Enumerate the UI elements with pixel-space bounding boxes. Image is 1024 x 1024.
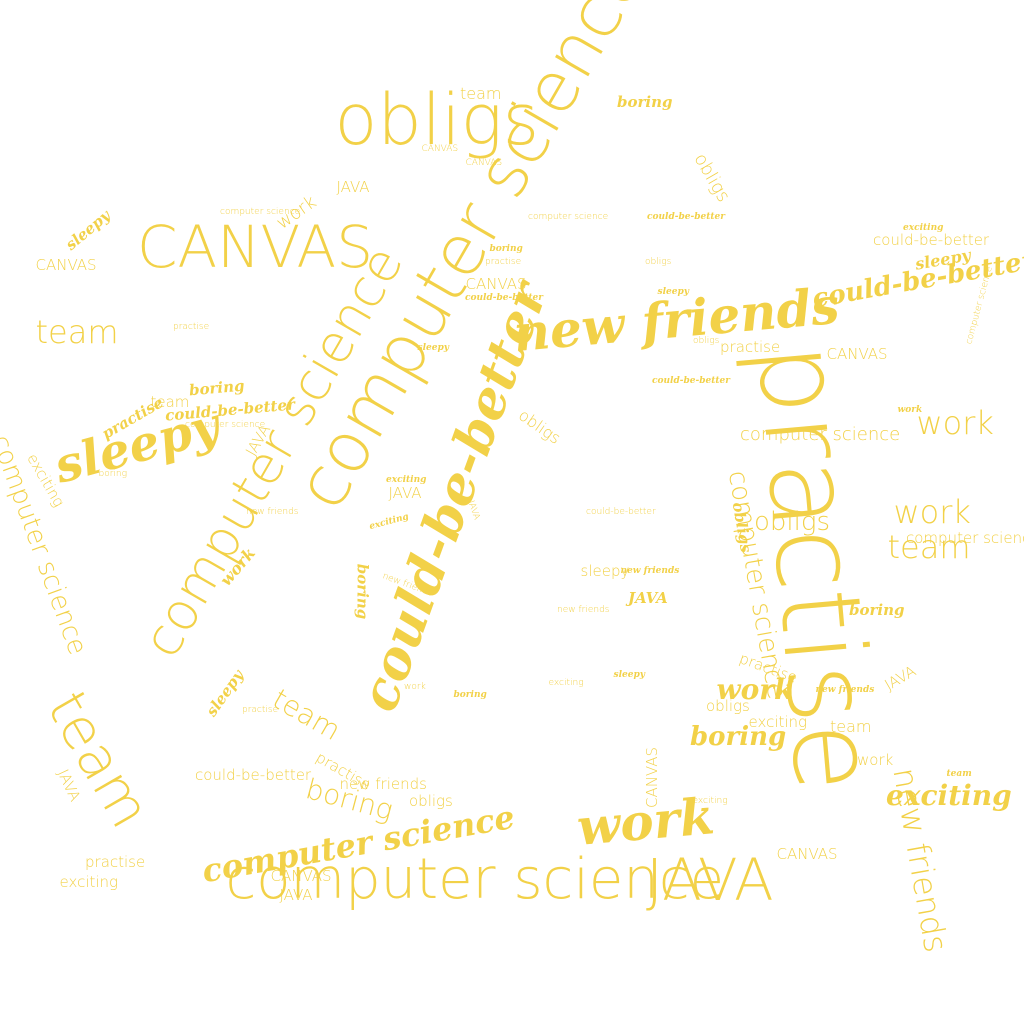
word-computer-science: computer science: [220, 206, 301, 217]
word-practise: practise: [242, 704, 279, 715]
word-boring: boring: [617, 92, 673, 111]
word-exciting: exciting: [692, 795, 728, 806]
word-team: team: [266, 682, 346, 748]
word-obligs: obligs: [514, 405, 564, 448]
word-exciting: exciting: [548, 677, 584, 688]
word-obligs: obligs: [706, 696, 750, 715]
word-exciting: exciting: [368, 511, 410, 532]
word-canvas: CANVAS: [776, 844, 838, 863]
word-practise: practise: [85, 852, 146, 871]
word-canvas: CANVAS: [137, 213, 374, 281]
word-sleepy: sleepy: [417, 342, 449, 353]
word-boring: boring: [188, 376, 246, 399]
word-java: JAVA: [388, 483, 422, 502]
word-could-be-better: could-be-better: [652, 375, 731, 386]
word-team: team: [35, 313, 119, 351]
word-canvas: CANVAS: [35, 255, 97, 274]
word-computer-science: computer science: [185, 419, 266, 430]
word-computer-science: computer science: [906, 528, 1024, 547]
word-could-be-better: could-be-better: [586, 506, 656, 517]
word-java: JAVA: [336, 177, 370, 196]
word-sleepy: sleepy: [613, 669, 645, 680]
word-sleepy: sleepy: [657, 286, 689, 297]
word-exciting: exciting: [386, 474, 427, 485]
word-practise: practise: [173, 321, 210, 332]
word-canvas: CANVAS: [826, 344, 888, 363]
word-computer-science: computer science: [528, 211, 609, 222]
word-canvas: CANVAS: [270, 866, 332, 885]
word-new-friends: new friends: [557, 604, 610, 615]
word-obligs: obligs: [693, 335, 720, 346]
word-team: team: [33, 680, 163, 839]
word-obligs: obligs: [688, 149, 734, 206]
word-computer-science: computer science: [740, 424, 901, 445]
word-java: JAVA: [646, 846, 774, 914]
word-could-be-better: could-be-better: [873, 230, 990, 249]
word-boring: boring: [98, 468, 128, 479]
word-boring: boring: [453, 689, 487, 700]
word-obligs: obligs: [754, 507, 831, 537]
word-canvas: CANVAS: [421, 143, 459, 154]
word-work: work: [857, 750, 894, 769]
word-work: work: [893, 493, 971, 531]
word-new-friends: new friends: [620, 565, 680, 576]
word-exciting: exciting: [903, 222, 944, 233]
word-practise: practise: [720, 337, 781, 356]
word-new-friends: new friends: [815, 684, 875, 695]
word-computer-science: computer science: [225, 847, 725, 912]
word-practise: practise: [485, 256, 522, 267]
word-boring: boring: [489, 243, 523, 254]
word-boring: boring: [353, 563, 372, 619]
word-work: work: [404, 681, 426, 692]
word-new-friends: new friends: [339, 774, 427, 793]
word-team: team: [887, 528, 971, 566]
word-new-friends: new friends: [246, 506, 299, 517]
word-obligs: obligs: [409, 791, 453, 810]
word-team: team: [460, 84, 502, 103]
word-exciting: exciting: [748, 712, 808, 731]
word-work: work: [574, 786, 717, 857]
word-team: team: [150, 392, 190, 411]
word-boring: boring: [690, 722, 787, 752]
word-sleepy: sleepy: [580, 561, 630, 580]
word-obligs: obligs: [334, 79, 540, 161]
word-java: JAVA: [628, 588, 668, 607]
word-exciting: exciting: [59, 872, 119, 891]
word-canvas: CANVAS: [465, 157, 503, 168]
word-boring: boring: [849, 600, 905, 619]
word-team: team: [830, 717, 872, 736]
word-could-be-better: could-be-better: [465, 292, 544, 303]
word-sleepy: sleepy: [202, 666, 248, 720]
word-obligs: obligs: [645, 256, 672, 267]
word-could-be-better: could-be-better: [647, 211, 726, 222]
word-java: JAVA: [279, 885, 313, 904]
word-could-be-better: could-be-better: [195, 765, 312, 784]
word-work: work: [916, 404, 994, 442]
word-team: team: [946, 768, 972, 779]
word-canvas: CANVAS: [465, 274, 527, 293]
word-sleepy: sleepy: [62, 205, 114, 254]
word-exciting: exciting: [886, 779, 1012, 812]
word-work: work: [897, 404, 923, 415]
word-work: work: [716, 673, 794, 706]
